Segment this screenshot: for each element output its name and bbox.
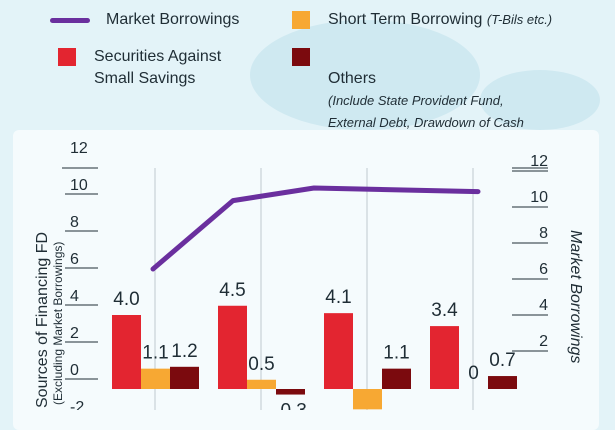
- legend-label-short-term-borrowing: Short Term Borrowing: [328, 11, 483, 28]
- legend-swatch-short-term-borrowing: [292, 11, 310, 29]
- right-tick-label: 6: [539, 261, 548, 278]
- vertical-gridlines: [154, 168, 474, 410]
- chart-svg: 12 10 8 6 4 2 0 -2 12 10 8 6 4 2 4.0 4.5 4.1 3.4 1.1 0.5 0…: [34, 140, 584, 410]
- y-axis-title: Sources of Financing FD: [34, 232, 51, 408]
- legend-item-securities: Securities Against Small Savings: [58, 46, 221, 90]
- bar-others-4: [488, 376, 517, 389]
- left-tick-label: 10: [70, 177, 88, 194]
- bar-others-2: [276, 389, 305, 395]
- legend-note-short-term-borrowing: (T-Bils etc.): [486, 12, 553, 27]
- left-axis-ticks: 12 10 8 6 4 2 0 -2: [65, 140, 98, 410]
- bar-short-term-borrowing-2: [247, 379, 276, 389]
- background-blob: [250, 20, 480, 130]
- legend-swatch-others: [292, 48, 310, 66]
- y2-axis-title: Market Borrowings: [567, 230, 584, 363]
- bar-short-term-borrowing-3: [353, 389, 382, 410]
- bar-securities-1: [112, 315, 141, 389]
- legend-label-short-term-borrowing-wrap: Short Term Borrowing (T-Bils etc.): [328, 9, 552, 31]
- data-label-others-2: -0.3: [274, 401, 307, 410]
- bar-securities-2: [218, 305, 247, 389]
- data-label-others-3: 1.1: [383, 343, 409, 364]
- legend-swatch-securities: [58, 48, 76, 66]
- data-label-securities-4: 3.4: [431, 300, 458, 321]
- left-tick-label: 6: [70, 251, 79, 268]
- bar-others-1: [170, 366, 199, 389]
- right-tick-label: 12: [530, 153, 548, 170]
- data-label-others-4: 0.7: [489, 350, 515, 371]
- legend-swatch-market-borrowings: [50, 18, 90, 23]
- left-tick-label: 0: [70, 362, 79, 379]
- legend-item-short-term-borrowing: Short Term Borrowing (T-Bils etc.): [292, 9, 552, 31]
- legend-label-securities: Securities Against Small Savings: [94, 48, 222, 87]
- market-borrowings-line: [150, 185, 481, 272]
- legend-label-market-borrowings: Market Borrowings: [106, 11, 240, 28]
- bar-short-term-borrowing-1: [141, 368, 170, 389]
- data-label-short-term-borrowing-2: 0.5: [248, 354, 274, 375]
- right-tick-label: 2: [539, 333, 548, 350]
- right-axis-ticks: 12 10 8 6 4 2: [512, 153, 548, 352]
- data-label-short-term-borrowing-1: 1.1: [142, 343, 168, 364]
- left-tick-label: 2: [70, 325, 79, 342]
- legend-item-market-borrowings: Market Borrowings: [50, 9, 239, 31]
- data-label-others-1: 1.2: [171, 341, 197, 362]
- left-tick-label: -2: [70, 399, 84, 410]
- right-tick-label: 10: [530, 189, 548, 206]
- bar-securities-3: [324, 313, 353, 389]
- left-tick-label: 12: [70, 140, 88, 157]
- bar-group: [112, 305, 517, 410]
- y-axis-subtitle: (Excluding Market Borrowings): [51, 242, 65, 405]
- data-label-securities-3: 4.1: [325, 287, 351, 308]
- data-label-securities-2: 4.5: [219, 280, 245, 301]
- data-labels: 4.0 4.5 4.1 3.4 1.1 0.5 0 1.2 -0.3 1.1 0.7: [113, 280, 515, 410]
- data-label-short-term-borrowing-4: 0: [468, 363, 479, 384]
- left-tick-label: 8: [70, 214, 79, 231]
- legend-label-others: Others: [328, 70, 377, 87]
- data-label-securities-1: 4.0: [113, 289, 139, 310]
- bar-others-3: [382, 368, 411, 389]
- bar-securities-4: [430, 326, 459, 389]
- left-tick-label: 4: [70, 288, 79, 305]
- background-blob: [480, 70, 600, 130]
- right-tick-label: 4: [539, 297, 548, 314]
- right-tick-label: 8: [539, 225, 548, 242]
